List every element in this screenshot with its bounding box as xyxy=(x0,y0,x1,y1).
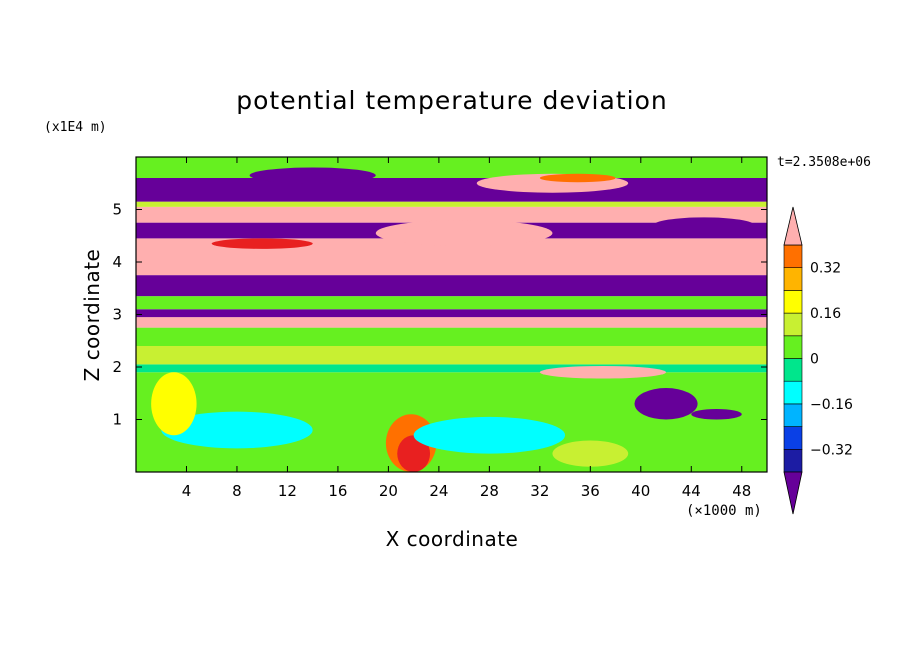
contour-region xyxy=(413,416,566,454)
y-tick-label: 3 xyxy=(112,306,122,324)
colorbar-segment xyxy=(783,448,803,473)
contour-region xyxy=(161,411,313,449)
contour-band xyxy=(136,296,767,310)
colorbar-segment xyxy=(783,358,803,382)
x-tick-label: 40 xyxy=(631,482,650,500)
colorbar-segment xyxy=(783,403,803,427)
colorbar-segment xyxy=(783,380,803,405)
y-axis-unit: (x1E4 m) xyxy=(44,120,107,135)
contour-band xyxy=(136,157,767,178)
x-axis: 4 8 12 16 20 24 28 32 36 40 44 48 xyxy=(182,157,751,500)
colorbar: 0.32 0.16 0 −0.16 −0.32 xyxy=(783,206,853,515)
colorbar-label: −0.16 xyxy=(810,397,853,413)
contour-band xyxy=(136,346,767,365)
colorbar-label: −0.32 xyxy=(810,442,853,458)
contour-band xyxy=(136,364,767,373)
contour-band xyxy=(136,206,767,223)
contour-region xyxy=(634,388,698,420)
colorbar-label: 0 xyxy=(810,352,819,368)
x-tick-label: 24 xyxy=(429,482,448,500)
contour-region xyxy=(539,365,667,379)
chart-title: potential temperature deviation xyxy=(236,86,668,115)
x-tick-label: 28 xyxy=(480,482,499,500)
contour-region xyxy=(151,372,197,436)
colorbar-segment xyxy=(783,426,803,450)
colorbar-top-arrow xyxy=(783,206,803,246)
y-axis: 1 2 3 4 5 xyxy=(112,201,767,429)
x-tick-label: 8 xyxy=(232,482,242,500)
x-tick-label: 12 xyxy=(278,482,297,500)
x-tick-label: 16 xyxy=(328,482,347,500)
colorbar-label: 0.32 xyxy=(810,261,841,277)
x-tick-label: 48 xyxy=(732,482,751,500)
x-axis-label-text: X coordinate xyxy=(385,527,519,551)
x-tick-label: 4 xyxy=(182,482,192,500)
contour-region xyxy=(539,173,616,183)
y-tick-label: 5 xyxy=(112,201,122,219)
contour-band xyxy=(136,275,767,297)
contour-band xyxy=(136,309,767,318)
colorbar-segment xyxy=(783,335,803,359)
colorbar-segment xyxy=(783,312,803,337)
x-tick-label: 32 xyxy=(530,482,549,500)
contour-region xyxy=(552,440,629,467)
contour-band xyxy=(136,317,767,328)
contour-band xyxy=(136,327,767,346)
time-label: t=2.3508e+06 xyxy=(777,155,871,170)
x-tick-label: 44 xyxy=(682,482,701,500)
x-axis-unit: (×1000 m) xyxy=(686,503,762,519)
contour-region xyxy=(397,435,431,472)
x-tick-label: 36 xyxy=(581,482,600,500)
colorbar-bottom-arrow xyxy=(783,471,803,515)
colorbar-segment xyxy=(783,267,803,291)
contour-band xyxy=(136,201,767,207)
contour-region xyxy=(375,220,553,247)
x-tick-label: 20 xyxy=(379,482,398,500)
y-tick-label: 2 xyxy=(112,358,122,376)
x-axis-label: X coordinate xyxy=(0,527,904,551)
y-tick-label: 1 xyxy=(112,411,122,429)
contour-region xyxy=(691,409,742,420)
contour-region xyxy=(249,167,376,184)
colorbar-segment xyxy=(783,290,803,314)
contour-region xyxy=(653,217,755,234)
y-tick-label: 4 xyxy=(112,253,122,271)
contour-field xyxy=(136,157,767,472)
colorbar-segment xyxy=(783,244,803,269)
colorbar-label: 0.16 xyxy=(810,306,841,322)
contour-region xyxy=(211,238,313,249)
contour-band xyxy=(136,178,767,202)
